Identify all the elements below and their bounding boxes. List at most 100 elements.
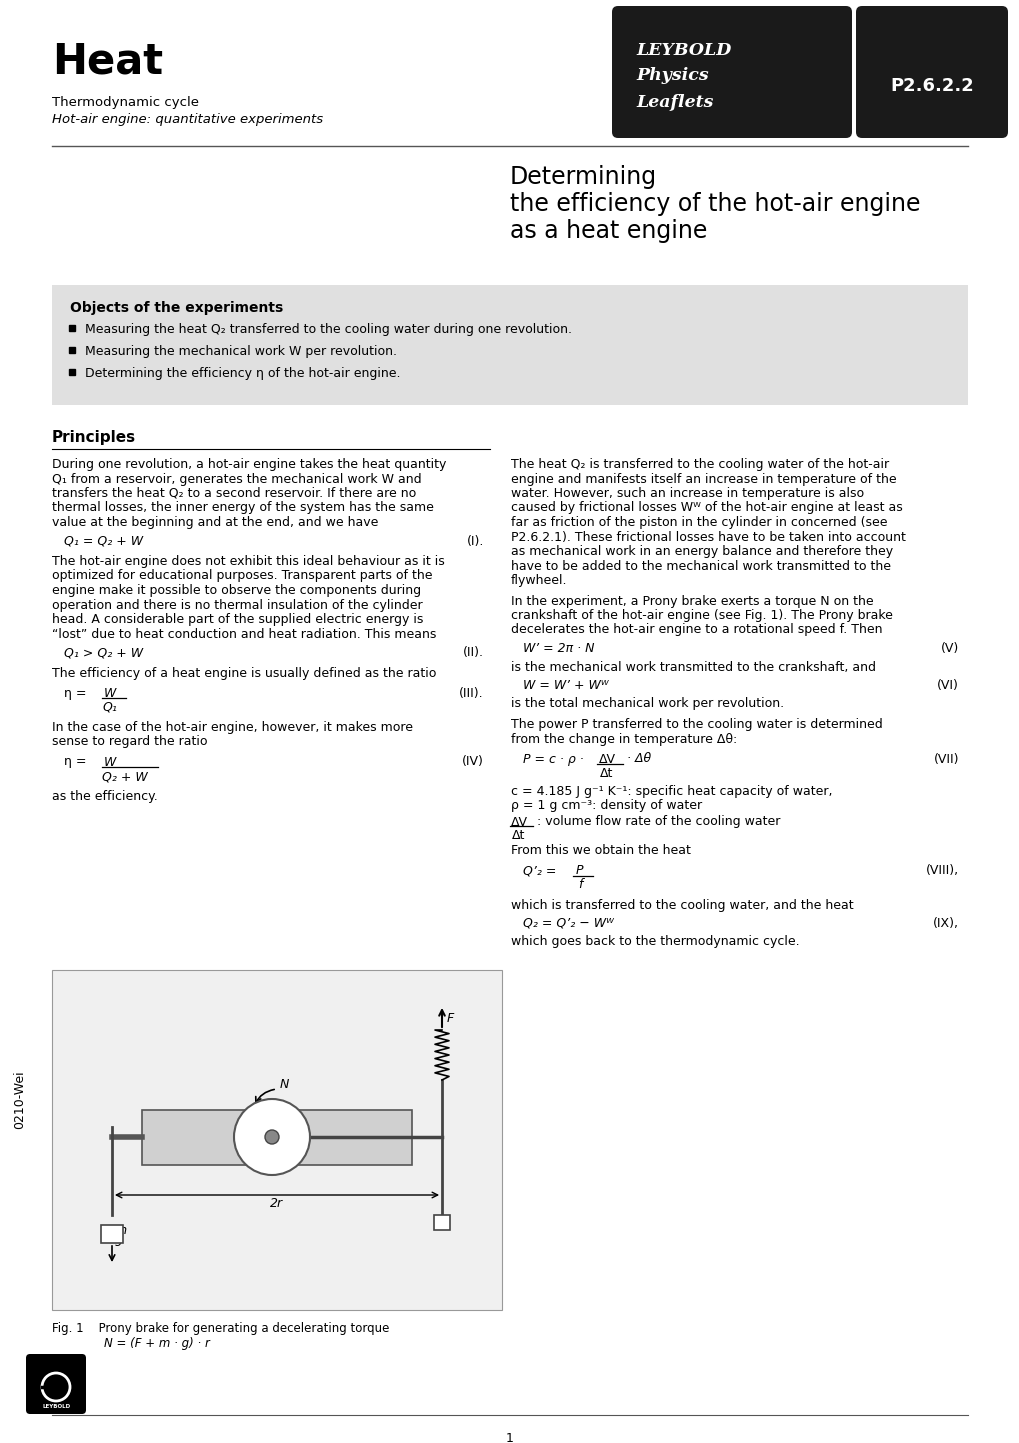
Bar <box>52 286 967 405</box>
Text: water. However, such an increase in temperature is also: water. However, such an increase in temp… <box>511 486 863 501</box>
Text: Physics: Physics <box>636 66 708 84</box>
Text: head. A considerable part of the supplied electric energy is: head. A considerable part of the supplie… <box>52 613 423 626</box>
Text: ΔV: ΔV <box>598 753 615 766</box>
Text: decelerates the hot-air engine to a rotational speed f. Then: decelerates the hot-air engine to a rota… <box>511 623 881 636</box>
Text: flywheel.: flywheel. <box>511 574 567 587</box>
Text: value at the beginning and at the end, and we have: value at the beginning and at the end, a… <box>52 517 378 530</box>
Text: P = c · ρ ·: P = c · ρ · <box>523 752 583 765</box>
Text: In the experiment, a Prony brake exerts a torque N on the: In the experiment, a Prony brake exerts … <box>511 595 872 608</box>
Text: Δt: Δt <box>599 768 612 781</box>
FancyBboxPatch shape <box>855 6 1007 139</box>
Text: (IX),: (IX), <box>932 916 958 929</box>
Text: (I).: (I). <box>466 534 484 547</box>
Text: m: m <box>115 1224 127 1237</box>
Text: optimized for educational purposes. Transparent parts of the: optimized for educational purposes. Tran… <box>52 570 432 583</box>
Text: f: f <box>578 879 582 892</box>
Text: The hot-air engine does not exhibit this ideal behaviour as it is: The hot-air engine does not exhibit this… <box>52 556 444 569</box>
Text: Principles: Principles <box>52 430 136 444</box>
Text: ρ = 1 g cm⁻³: density of water: ρ = 1 g cm⁻³: density of water <box>511 799 701 812</box>
Bar <box>101 1225 123 1242</box>
Text: as a heat engine: as a heat engine <box>510 219 707 242</box>
Text: (VIII),: (VIII), <box>925 864 958 877</box>
Text: W: W <box>104 756 116 769</box>
Text: P2.6.2.2: P2.6.2.2 <box>890 76 973 95</box>
Text: crankshaft of the hot-air engine (see Fig. 1). The Prony brake: crankshaft of the hot-air engine (see Fi… <box>511 609 892 622</box>
Text: Hot-air engine: quantitative experiments: Hot-air engine: quantitative experiments <box>52 113 323 126</box>
Text: have to be added to the mechanical work transmitted to the: have to be added to the mechanical work … <box>511 560 891 573</box>
Circle shape <box>233 1100 310 1175</box>
FancyBboxPatch shape <box>611 6 851 139</box>
Text: (V): (V) <box>940 642 958 655</box>
Text: The efficiency of a heat engine is usually defined as the ratio: The efficiency of a heat engine is usual… <box>52 667 436 680</box>
Text: as the efficiency.: as the efficiency. <box>52 789 158 802</box>
Text: thermal losses, the inner energy of the system has the same: thermal losses, the inner energy of the … <box>52 502 433 515</box>
Text: 2r: 2r <box>270 1198 283 1211</box>
Text: c = 4.185 J g⁻¹ K⁻¹: specific heat capacity of water,: c = 4.185 J g⁻¹ K⁻¹: specific heat capac… <box>511 785 832 798</box>
Text: caused by frictional losses Wᵂ of the hot-air engine at least as: caused by frictional losses Wᵂ of the ho… <box>511 502 902 515</box>
Text: W’ = 2π · N: W’ = 2π · N <box>523 642 594 655</box>
FancyBboxPatch shape <box>25 1354 86 1414</box>
Bar <box>142 1110 412 1165</box>
Text: LEYBOLD: LEYBOLD <box>636 42 731 59</box>
Text: operation and there is no thermal insulation of the cylinder: operation and there is no thermal insula… <box>52 599 422 612</box>
Text: F: F <box>446 1012 453 1025</box>
Text: (IV): (IV) <box>462 756 484 769</box>
Text: Δt: Δt <box>512 828 525 843</box>
Text: η =: η = <box>64 756 87 769</box>
Circle shape <box>49 1380 63 1394</box>
Text: N = (F + m · g) · r: N = (F + m · g) · r <box>104 1338 210 1351</box>
Text: is the mechanical work transmitted to the crankshaft, and: is the mechanical work transmitted to th… <box>511 661 875 674</box>
Text: From this we obtain the heat: From this we obtain the heat <box>511 844 690 857</box>
Text: P2.6.2.1). These frictional losses have to be taken into account: P2.6.2.1). These frictional losses have … <box>511 531 905 544</box>
Text: Q₁ > Q₂ + W: Q₁ > Q₂ + W <box>64 646 143 659</box>
Text: is the total mechanical work per revolution.: is the total mechanical work per revolut… <box>511 697 784 710</box>
Text: Fig. 1    Prony brake for generating a decelerating torque: Fig. 1 Prony brake for generating a dece… <box>52 1322 389 1335</box>
Text: Q₁ from a reservoir, generates the mechanical work W and: Q₁ from a reservoir, generates the mecha… <box>52 472 421 485</box>
Text: as mechanical work in an energy balance and therefore they: as mechanical work in an energy balance … <box>511 545 893 558</box>
Text: : volume flow rate of the cooling water: : volume flow rate of the cooling water <box>536 814 780 827</box>
Text: 1: 1 <box>505 1431 514 1443</box>
Text: Thermodynamic cycle: Thermodynamic cycle <box>52 97 199 110</box>
Bar <box>433 1215 449 1229</box>
Text: Determining the efficiency η of the hot-air engine.: Determining the efficiency η of the hot-… <box>85 367 400 380</box>
Text: Heat: Heat <box>52 40 163 82</box>
Text: which is transferred to the cooling water, and the heat: which is transferred to the cooling wate… <box>511 899 853 912</box>
Text: (VII): (VII) <box>932 752 958 765</box>
Text: engine make it possible to observe the components during: engine make it possible to observe the c… <box>52 584 421 597</box>
Circle shape <box>265 1130 279 1144</box>
Text: Determining: Determining <box>510 165 656 189</box>
Text: transfers the heat Q₂ to a second reservoir. If there are no: transfers the heat Q₂ to a second reserv… <box>52 486 416 501</box>
Text: The power P transferred to the cooling water is determined: The power P transferred to the cooling w… <box>511 719 881 732</box>
Text: the efficiency of the hot-air engine: the efficiency of the hot-air engine <box>510 192 919 216</box>
Text: Measuring the heat Q₂ transferred to the cooling water during one revolution.: Measuring the heat Q₂ transferred to the… <box>85 323 572 336</box>
Text: (VI): (VI) <box>936 680 958 693</box>
Text: During one revolution, a hot-air engine takes the heat quantity: During one revolution, a hot-air engine … <box>52 457 446 470</box>
Text: W: W <box>104 687 116 700</box>
Text: η =: η = <box>64 687 87 700</box>
Circle shape <box>42 1372 70 1401</box>
Bar <box>52 970 501 1310</box>
Text: g: g <box>115 1232 122 1245</box>
Text: engine and manifests itself an increase in temperature of the: engine and manifests itself an increase … <box>511 472 896 485</box>
Text: ΔV: ΔV <box>511 815 528 828</box>
Text: · Δθ: · Δθ <box>627 752 650 765</box>
Text: “lost” due to heat conduction and heat radiation. This means: “lost” due to heat conduction and heat r… <box>52 628 436 641</box>
Text: P: P <box>576 864 583 877</box>
Text: LEYBOLD: LEYBOLD <box>43 1404 71 1408</box>
Text: 0210-Wei: 0210-Wei <box>13 1071 26 1130</box>
Text: which goes back to the thermodynamic cycle.: which goes back to the thermodynamic cyc… <box>511 935 799 948</box>
Text: Q’₂ =: Q’₂ = <box>523 864 555 877</box>
Text: from the change in temperature Δθ:: from the change in temperature Δθ: <box>511 733 737 746</box>
Text: (III).: (III). <box>459 687 484 700</box>
Text: Objects of the experiments: Objects of the experiments <box>70 302 283 315</box>
Text: The heat Q₂ is transferred to the cooling water of the hot-air: The heat Q₂ is transferred to the coolin… <box>511 457 889 470</box>
Text: Q₁ = Q₂ + W: Q₁ = Q₂ + W <box>64 534 143 547</box>
Text: Leaflets: Leaflets <box>636 94 712 111</box>
Text: In the case of the hot-air engine, however, it makes more: In the case of the hot-air engine, howev… <box>52 722 413 734</box>
Text: sense to regard the ratio: sense to regard the ratio <box>52 736 207 749</box>
Text: Measuring the mechanical work W per revolution.: Measuring the mechanical work W per revo… <box>85 345 396 358</box>
Text: N: N <box>280 1078 289 1091</box>
Text: Q₂ = Q’₂ − Wᵂ: Q₂ = Q’₂ − Wᵂ <box>523 916 613 929</box>
Text: Q₂ + W: Q₂ + W <box>102 771 148 784</box>
Text: (II).: (II). <box>463 646 484 659</box>
